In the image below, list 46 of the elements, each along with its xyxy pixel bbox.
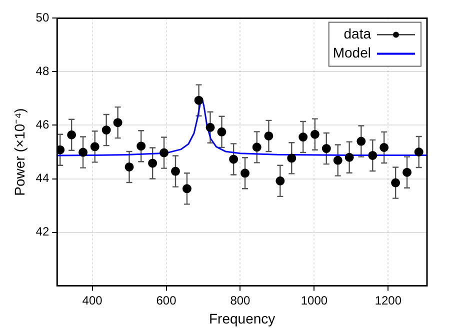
point — [57, 145, 65, 154]
point — [368, 150, 378, 160]
x-tick-label: 400 — [82, 293, 103, 308]
point — [264, 131, 274, 140]
point — [102, 126, 111, 135]
point — [298, 132, 308, 142]
y-axis-title: Power (×10⁻⁴) — [11, 108, 28, 196]
point — [160, 148, 169, 158]
point — [344, 152, 354, 162]
point — [287, 154, 296, 163]
point — [240, 168, 250, 178]
x-tick-label: 1000 — [300, 293, 328, 308]
point — [356, 136, 366, 146]
point — [171, 166, 180, 176]
x-tick-label: 600 — [156, 293, 177, 308]
point — [252, 142, 262, 152]
legend-label: data — [344, 26, 372, 42]
point — [182, 184, 192, 194]
point — [322, 144, 331, 154]
x-tick-label: 800 — [230, 293, 251, 308]
point — [414, 148, 424, 156]
point — [136, 142, 146, 151]
y-tick-label: 50 — [36, 10, 50, 25]
point — [276, 176, 285, 186]
point — [380, 142, 389, 152]
point — [148, 158, 158, 168]
point — [333, 156, 342, 165]
point — [67, 130, 76, 140]
point — [124, 162, 134, 172]
point — [78, 148, 88, 157]
point — [391, 178, 400, 188]
x-tick-label: 1200 — [374, 293, 402, 308]
point — [217, 127, 226, 136]
y-tick-label: 44 — [36, 171, 50, 186]
point — [206, 122, 215, 132]
point — [402, 168, 412, 177]
y-tick-label: 46 — [36, 118, 50, 132]
x-axis-title: Frequency — [208, 310, 276, 326]
legend-label: Model — [332, 44, 371, 61]
point — [113, 118, 122, 128]
y-tick-label: 48 — [36, 64, 50, 78]
point — [194, 96, 204, 105]
point — [90, 142, 100, 152]
point — [229, 154, 238, 164]
y-tick-label: 42 — [36, 224, 50, 239]
point — [310, 130, 320, 139]
